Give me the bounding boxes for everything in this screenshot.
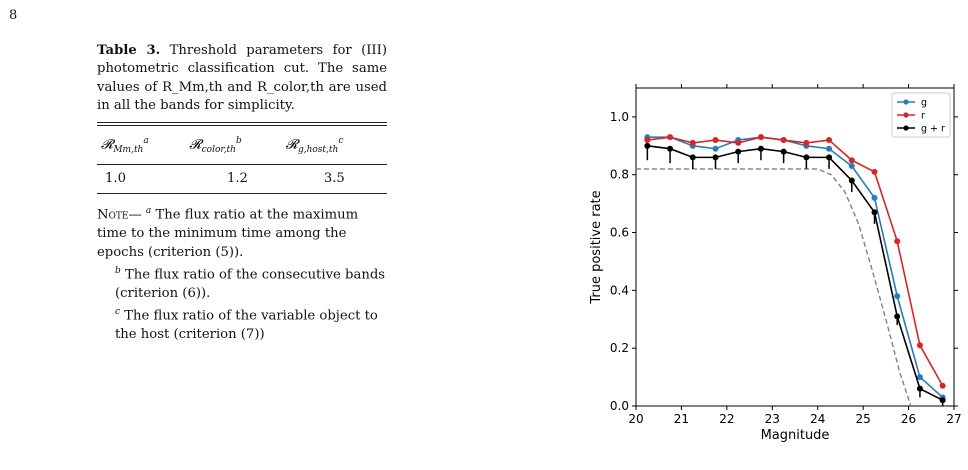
table-bottom-rule	[97, 193, 387, 195]
data-point	[712, 145, 719, 152]
x-tick-label: 20	[628, 412, 643, 426]
x-tick-label: 23	[765, 412, 780, 426]
data-point	[689, 139, 696, 146]
data-point	[826, 154, 833, 161]
data-point	[916, 385, 923, 392]
data-point	[712, 154, 719, 161]
legend-marker	[903, 112, 909, 118]
y-tick-label: 0.0	[610, 399, 629, 413]
table-block: Table 3. Threshold parameters for (III) …	[97, 42, 387, 344]
data-point	[826, 137, 833, 144]
data-point	[871, 209, 878, 216]
note-c: The flux ratio of the variable object to…	[115, 308, 378, 343]
y-tick-label: 1.0	[610, 110, 629, 124]
x-axis-label: Magnitude	[761, 428, 830, 443]
data-point	[757, 134, 764, 141]
data-point	[644, 137, 651, 144]
x-tick-label: 27	[946, 412, 961, 426]
x-tick-label: 24	[810, 412, 825, 426]
table-caption: Table 3. Threshold parameters for (III) …	[97, 42, 387, 116]
data-point	[735, 148, 742, 155]
tpr-chart-svg: 20 21 22 23 24 25 26 27 0.0 0.2 0.4 0.6 0.8 1.0 Magnit…	[589, 84, 962, 443]
data-point	[894, 313, 901, 320]
header-mm: 𝓡Mm,tha	[101, 135, 149, 155]
x-tick-label: 22	[719, 412, 734, 426]
value-color: 1.2	[226, 171, 248, 187]
data-point	[826, 145, 833, 152]
x-tick-label: 26	[901, 412, 916, 426]
y-tick-label: 0.8	[610, 168, 629, 182]
table-row: 1.0 1.2 3.5	[97, 165, 387, 193]
table-caption-text: Threshold parameters for (III) photometr…	[97, 43, 387, 114]
legend-marker	[903, 99, 909, 105]
data-point	[689, 154, 696, 161]
y-tick-label: 0.6	[610, 226, 629, 240]
header-color: 𝓡color,thb	[189, 135, 242, 155]
table-top-rule	[97, 121, 387, 126]
series-line-1	[647, 136, 944, 387]
data-point	[757, 145, 764, 152]
value-host: 3.5	[323, 171, 345, 187]
legend-label: g + r	[921, 124, 945, 135]
note-a: The flux ratio at the maximum time to th…	[97, 207, 359, 260]
table-caption-label: Table 3.	[97, 43, 161, 58]
tpr-chart: 20 21 22 23 24 25 26 27 0.0 0.2 0.4 0.6 0.8 1.0 Magnit…	[584, 72, 968, 462]
data-point	[871, 168, 878, 175]
data-point	[667, 134, 674, 141]
note-label: Note—	[97, 207, 142, 223]
data-point	[780, 137, 787, 144]
x-tick-label: 21	[674, 412, 689, 426]
legend-label: g	[921, 98, 927, 109]
data-point	[848, 157, 855, 164]
data-point	[803, 154, 810, 161]
y-axis-label: True positive rate	[589, 190, 604, 304]
table-mid-rule	[97, 164, 387, 166]
x-tick-label: 25	[856, 412, 871, 426]
data-point	[712, 137, 719, 144]
data-point	[848, 163, 855, 170]
data-point	[848, 177, 855, 184]
data-point	[939, 397, 946, 404]
data-point	[916, 342, 923, 349]
series-line-2	[647, 145, 944, 401]
series-line-0	[647, 136, 944, 398]
legend-marker	[903, 125, 909, 131]
note-b: The flux ratio of the consecutive bands …	[115, 267, 386, 301]
value-mm: 1.0	[105, 171, 126, 187]
reference-curve	[636, 168, 912, 407]
data-point	[803, 139, 810, 146]
table-notes: Note— a The flux ratio at the maximum ti…	[97, 206, 386, 343]
data-point	[871, 194, 878, 201]
data-point	[894, 293, 901, 300]
data-point	[894, 238, 901, 245]
plot-frame	[635, 87, 955, 407]
y-tick-label: 0.2	[610, 341, 629, 355]
threshold-table: 𝓡Mm,tha 𝓡color,thb 𝓡g,host,thc 1.0 1.2 3…	[97, 126, 387, 195]
data-point	[916, 374, 923, 381]
data-point	[735, 139, 742, 146]
table-header-row: 𝓡Mm,tha 𝓡color,thb 𝓡g,host,thc	[97, 126, 387, 164]
legend-label: r	[921, 111, 925, 122]
header-host: 𝓡g,host,thc	[285, 135, 344, 155]
y-tick-label: 0.4	[610, 283, 629, 297]
data-point	[667, 145, 674, 152]
data-point	[939, 382, 946, 389]
data-point	[644, 142, 651, 149]
page-number: 8	[9, 8, 18, 23]
data-point	[780, 148, 787, 155]
